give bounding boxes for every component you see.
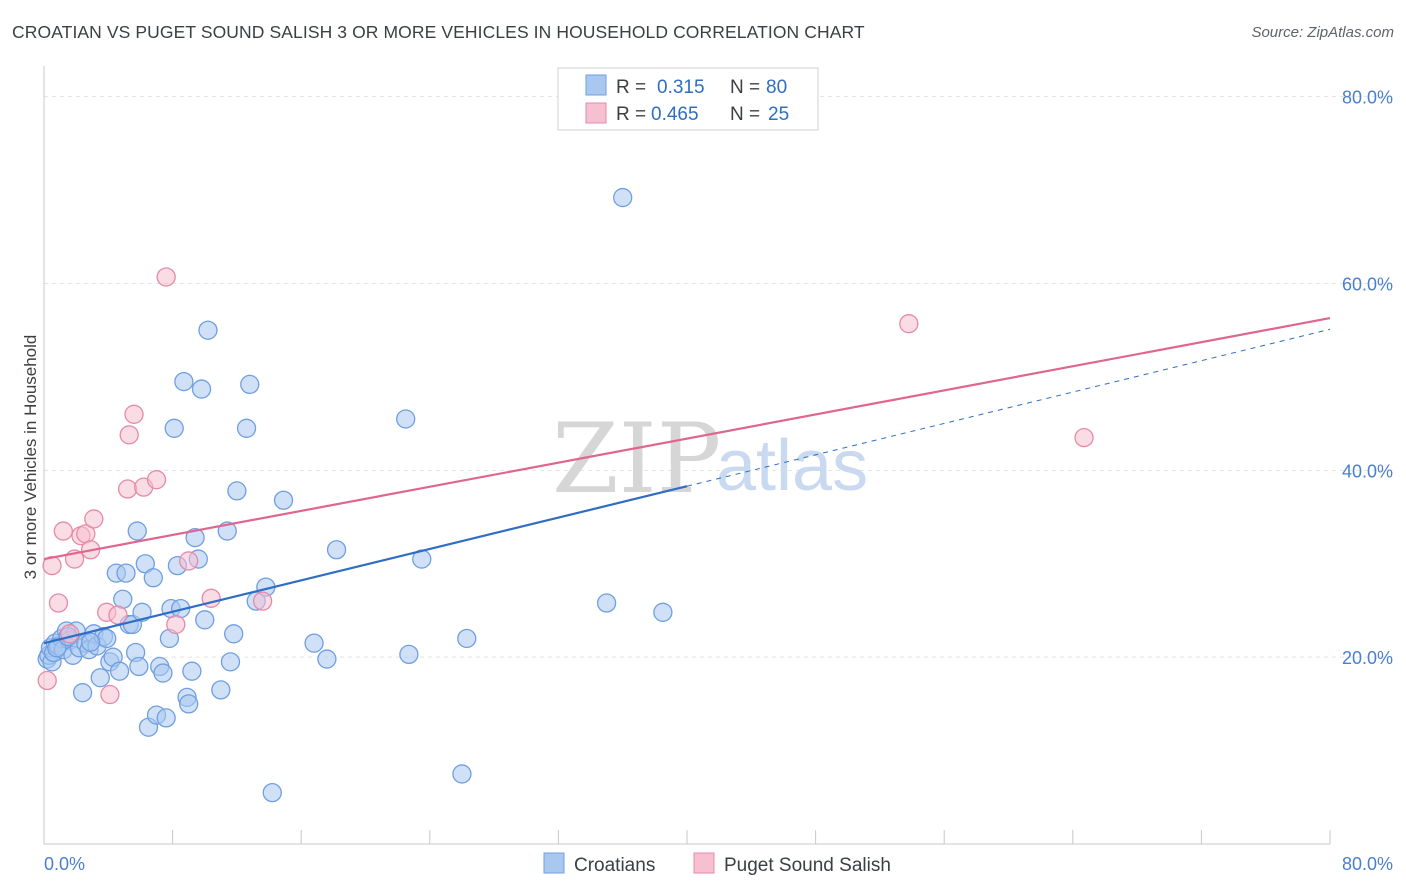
bottom-legend-swatch-croatians (543, 852, 565, 874)
croatians-point-52 (191, 379, 212, 399)
croatians-point-72 (452, 764, 472, 784)
croatians-point-49 (182, 661, 202, 681)
legend-swatch-blue (585, 74, 607, 96)
watermark-atlas: atlas (716, 426, 868, 506)
y-tick-label-3: 80.0% (1342, 88, 1393, 108)
croatians-point-31 (127, 521, 147, 541)
legend-n-value-2: 25 (768, 104, 789, 125)
legend-r-label-2: R = (616, 104, 646, 125)
croatians-point-25 (109, 661, 130, 681)
croatians-point-40 (156, 708, 176, 728)
x-tick-labels: 0.0% 80.0% (44, 854, 1393, 874)
croatians-point-26 (113, 589, 133, 609)
puget-point-0 (37, 670, 57, 691)
croatians-point-50 (185, 527, 205, 548)
puget-point-4 (60, 624, 80, 644)
croatians-point-79 (80, 632, 101, 652)
legend-n-value-1: 80 (766, 77, 787, 98)
puget-point-15 (124, 404, 144, 424)
croatians-point-57 (220, 652, 241, 672)
croatians-point-76 (653, 602, 673, 622)
croatians-point-74 (596, 593, 617, 613)
puget-point-24 (1074, 427, 1094, 448)
croatians-point-36 (143, 568, 163, 588)
croatians-point-58 (224, 624, 244, 644)
watermark: ZIP atlas (552, 403, 868, 515)
trendline-puget (43, 316, 1331, 561)
legend: R = 0.315 N = 80 R = 0.465 N = 25 (557, 67, 819, 131)
puget-point-23 (899, 314, 919, 334)
y-axis-label: 3 or more Vehicles in Household (21, 335, 40, 580)
trendlines (43, 316, 1331, 645)
x-tick-label-0: 0.0% (44, 854, 85, 874)
x-tick-label-1: 80.0% (1342, 854, 1393, 874)
axes (43, 66, 1331, 845)
puget-point-20 (179, 551, 199, 571)
bottom-legend-label-croatians: Croatians (574, 855, 655, 876)
bottom-legend: Croatians Puget Sound Salish (543, 852, 891, 876)
legend-swatch-pink (585, 102, 607, 124)
croatians-point-43 (164, 418, 184, 438)
puget-point-13 (117, 479, 138, 499)
source-label: Source: ZipAtlas.com (1251, 24, 1394, 41)
croatians-point-61 (240, 374, 260, 395)
croatians-point-70 (399, 644, 419, 665)
croatians-point-39 (153, 663, 173, 683)
bottom-legend-swatch-puget (693, 852, 715, 874)
legend-r-label-1: R = (616, 77, 646, 98)
legend-r-value-2: 0.465 (651, 104, 699, 125)
croatians-point-75 (613, 187, 633, 208)
puget-point-12 (108, 605, 128, 625)
puget-point-3 (53, 521, 73, 541)
chart-title: CROATIAN VS PUGET SOUND SALISH 3 OR MORE… (12, 22, 865, 42)
croatians-point-66 (304, 633, 324, 653)
bottom-legend-label-puget: Puget Sound Salish (724, 855, 891, 876)
croatians-point-60 (236, 418, 257, 438)
y-tick-label-0: 20.0% (1342, 648, 1393, 668)
puget-point-18 (156, 267, 176, 287)
legend-n-label-1: N = (730, 77, 760, 98)
croatians-point-33 (132, 602, 152, 622)
croatians-point-14 (72, 683, 93, 703)
legend-n-label-2: N = (730, 104, 760, 125)
croatians-point-67 (317, 649, 337, 669)
croatians-point-53 (195, 610, 215, 630)
croatians-point-48 (179, 694, 199, 714)
puget-point-14 (119, 425, 139, 445)
croatians-point-54 (198, 320, 218, 340)
croatians-point-32 (129, 656, 149, 677)
croatians-point-69 (396, 409, 416, 429)
puget-point-9 (84, 509, 104, 529)
croatians-point-59 (227, 481, 247, 501)
y-tick-labels: 20.0% 40.0% 60.0% 80.0% (1342, 88, 1393, 668)
croatians-point-73 (457, 628, 477, 649)
puget-point-22 (252, 591, 273, 611)
puget-point-2 (48, 593, 69, 613)
croatians-point-55 (211, 680, 231, 700)
croatians-point-64 (262, 782, 282, 803)
croatians-point-19 (90, 668, 110, 688)
trendline-croatians-extension (686, 328, 1331, 487)
croatians-point-21 (97, 628, 117, 649)
croatians-point-68 (326, 540, 347, 560)
puget-point-17 (146, 470, 167, 490)
y-tick-label-1: 40.0% (1342, 461, 1393, 481)
croatians-point-27 (116, 563, 136, 583)
trendline-croatians (43, 485, 688, 645)
y-tick-label-2: 60.0% (1342, 275, 1393, 295)
croatians-point-65 (273, 490, 294, 510)
puget-point-19 (166, 614, 186, 635)
croatians-point-46 (174, 371, 194, 392)
legend-r-value-1: 0.315 (657, 77, 705, 98)
series-croatians (37, 187, 673, 803)
grid (44, 96, 1392, 658)
puget-point-11 (100, 684, 120, 705)
